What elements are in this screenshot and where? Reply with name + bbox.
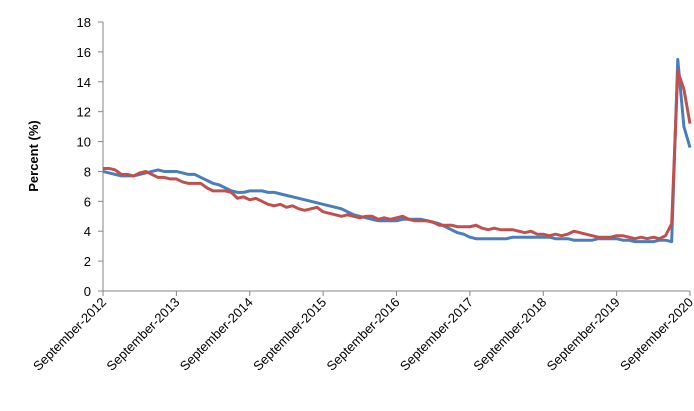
y-tick-label: 14 (77, 75, 91, 90)
y-axis-label: Percent (%) (26, 120, 41, 192)
series-line (102, 57, 692, 244)
y-tick-label: 16 (77, 45, 91, 60)
x-tick-label: September-2017 (397, 295, 476, 374)
y-tick-label: 8 (84, 164, 91, 179)
x-tick-label: September-2014 (177, 295, 256, 374)
x-tick-label: September-2012 (30, 295, 109, 374)
x-tick-label: September-2020 (617, 295, 694, 374)
x-tick-label: September-2013 (103, 295, 182, 374)
x-tick-label: September-2016 (324, 295, 403, 374)
y-tick-label: 18 (77, 15, 91, 30)
y-tick-label: 2 (84, 254, 91, 269)
y-tick-label: 0 (84, 284, 91, 299)
y-tick-label: 4 (84, 224, 91, 239)
y-tick-label: 6 (84, 194, 91, 209)
x-tick-label: September-2015 (250, 295, 329, 374)
y-tick-label: 12 (77, 105, 91, 120)
x-tick-label: September-2019 (544, 295, 623, 374)
series-line (103, 69, 692, 241)
x-tick-label: September-2018 (470, 295, 549, 374)
y-tick-label: 10 (77, 135, 91, 150)
